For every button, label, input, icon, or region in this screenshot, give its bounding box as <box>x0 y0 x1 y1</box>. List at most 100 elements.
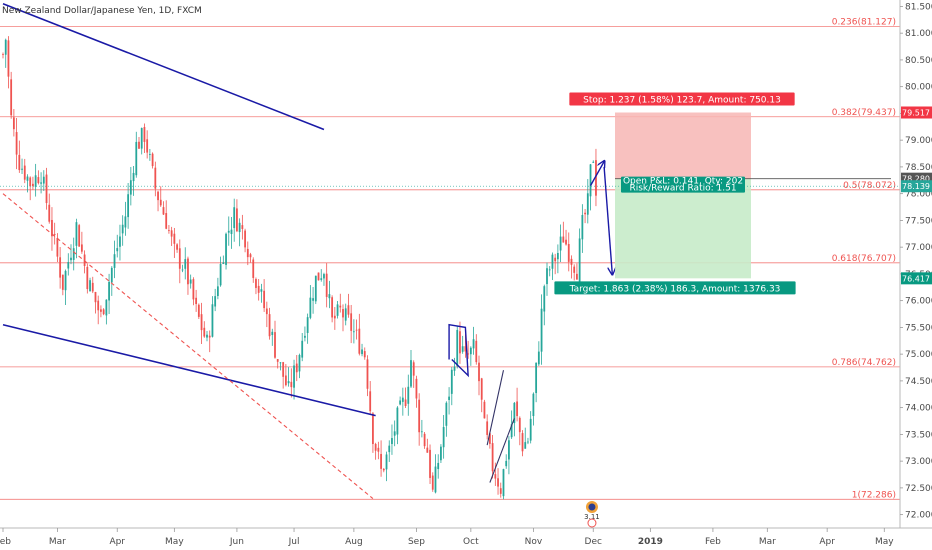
fib-level-label: 0.618(76.707) <box>832 254 896 264</box>
x-tick-label: Jun <box>229 537 244 547</box>
x-axis[interactable]: Feb Mar Apr May Jun Jul Aug Sep Oct Nov Dec 2019 Feb… <box>0 528 894 547</box>
x-tick-label: May <box>875 537 894 547</box>
candle-body <box>565 239 567 245</box>
short-position-tool[interactable]: Stop: 1.237 (1.58%) 123.7, Amount: 750.1… <box>0 92 900 295</box>
event-badge-inner <box>588 503 596 511</box>
candle-body <box>61 274 64 290</box>
plot-background <box>0 0 900 528</box>
candle-body <box>56 237 59 257</box>
candle-body <box>431 475 434 490</box>
candle-body <box>276 359 279 362</box>
candle-body <box>527 441 529 443</box>
candle-body <box>279 362 282 364</box>
candle-body <box>325 273 328 297</box>
price-tag-label: 76.417 <box>902 274 930 283</box>
candle-body <box>320 278 323 280</box>
candle-body <box>2 54 4 55</box>
candle-body <box>45 174 48 204</box>
candle-body <box>53 233 56 235</box>
candle-body <box>208 335 211 338</box>
risk-reward-label: Risk/Reward Ratio: 1.51 <box>629 184 736 194</box>
candle-body <box>415 378 418 399</box>
candle-body <box>342 309 344 318</box>
candle-body <box>287 381 290 384</box>
candle-body <box>173 233 176 244</box>
target-zone <box>615 178 751 279</box>
candle-body <box>521 433 524 452</box>
y-tick-label: 77.500 <box>905 216 932 226</box>
candle-body <box>4 39 7 55</box>
candle-body <box>450 369 453 394</box>
candle-body <box>159 199 162 206</box>
candle-body <box>570 258 573 265</box>
x-tick-label: Sep <box>408 537 425 547</box>
fib-level-label: 0.382(79.437) <box>832 108 896 118</box>
candle-body <box>59 257 62 278</box>
candle-body <box>423 433 426 447</box>
candle-body <box>86 266 89 290</box>
candle-body <box>148 154 151 155</box>
candle-body <box>170 230 173 237</box>
candle-body <box>418 399 421 433</box>
candle-body <box>37 177 40 184</box>
x-tick-label: Jul <box>288 537 300 547</box>
candle-body <box>135 141 138 176</box>
x-tick-label: Nov <box>525 537 543 547</box>
candle-body <box>203 327 206 337</box>
candle-body <box>339 305 342 308</box>
candle-body <box>26 176 29 181</box>
candle-body <box>410 360 412 387</box>
candle-body <box>100 309 102 312</box>
y-tick-label: 81.500 <box>905 2 932 12</box>
candle-body <box>132 172 135 182</box>
candle-body <box>225 233 227 265</box>
candle-body <box>140 128 143 149</box>
candle-body <box>40 182 42 184</box>
candle-body <box>404 399 407 406</box>
candle-body <box>380 453 382 469</box>
candle-body <box>420 431 423 433</box>
y-axis[interactable]: 72.000 72.500 73.000 73.500 74.000 74.500 75.0… <box>900 2 932 521</box>
candle-body <box>505 460 508 467</box>
candle-body <box>94 291 97 303</box>
candle-body <box>486 421 489 435</box>
candle-body <box>7 40 10 77</box>
candle-body <box>214 296 217 307</box>
candle-body <box>524 442 527 449</box>
candle-body <box>445 402 448 426</box>
candle-body <box>554 257 557 262</box>
candle-body <box>412 362 415 376</box>
candle-body <box>255 279 257 288</box>
candle-body <box>562 236 565 243</box>
candle-body <box>393 431 396 436</box>
candle-body <box>502 469 505 497</box>
candle-body <box>78 225 81 247</box>
candle-body <box>249 254 252 258</box>
candle-body <box>488 433 491 444</box>
candle-body <box>483 401 486 419</box>
candle-body <box>165 213 168 229</box>
candle-body <box>578 238 581 283</box>
fib-level-label: 0.786(74.762) <box>832 358 896 368</box>
x-tick-label: Feb <box>0 537 11 547</box>
x-tick-label: Feb <box>705 537 721 547</box>
candle-body <box>219 263 222 286</box>
candle-body <box>567 243 570 262</box>
trendline <box>486 370 505 446</box>
candle-body <box>265 308 268 315</box>
candle-body <box>573 266 576 273</box>
price-tag-label: 78.280 <box>902 175 930 184</box>
candle-body <box>456 329 459 367</box>
candle-body <box>480 378 483 400</box>
price-tag-bg <box>901 272 932 285</box>
candle-body <box>176 244 178 250</box>
candle-body <box>271 331 274 335</box>
event-badge-label: 3.11 <box>584 513 600 521</box>
candle-body <box>478 362 480 382</box>
candle-body <box>34 175 37 187</box>
price-tag-label: 79.517 <box>902 109 930 118</box>
target-label-bg <box>554 281 796 295</box>
candle-body <box>328 294 331 299</box>
candle-body <box>333 315 336 319</box>
